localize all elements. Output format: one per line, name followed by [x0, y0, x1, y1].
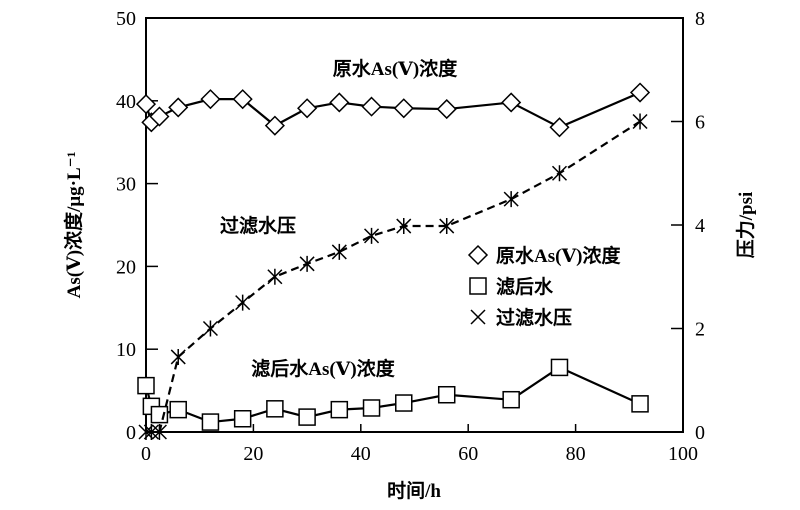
- data-point: [503, 191, 519, 208]
- data-point: [151, 424, 167, 440]
- data-point: [233, 410, 252, 428]
- data-point: [362, 399, 381, 417]
- y-left-tick-label: 10: [116, 339, 136, 361]
- data-point: [264, 115, 285, 136]
- series-0: [135, 82, 651, 138]
- legend-label: 滤后水: [496, 276, 554, 298]
- data-point: [331, 243, 347, 260]
- x-tick-label: 80: [566, 443, 586, 465]
- data-point: [168, 97, 189, 118]
- y-left-tick-label: 20: [116, 256, 136, 278]
- data-point: [549, 117, 570, 138]
- y-right-tick-label: 0: [695, 422, 705, 444]
- x-tick-label: 60: [458, 443, 478, 465]
- x-tick-label: 100: [668, 443, 698, 465]
- data-point: [235, 294, 251, 311]
- series-2: [138, 113, 648, 440]
- data-point: [149, 106, 170, 127]
- series-1: [137, 358, 649, 431]
- series-line: [146, 120, 641, 434]
- data-point: [170, 348, 186, 365]
- y-right-tick-label: 4: [695, 215, 705, 237]
- data-point: [298, 408, 316, 426]
- annotation-pressure: 过滤水压: [220, 215, 296, 237]
- data-point: [396, 218, 412, 235]
- y-right-axis-label: 压力/psi: [734, 192, 757, 259]
- y-left-axis-label: As(Ⅴ)浓度/μg·L⁻¹: [62, 152, 85, 299]
- annotation-filtered: 滤后水As(Ⅴ)浓度: [251, 357, 396, 380]
- data-point: [629, 82, 651, 103]
- data-point: [267, 268, 283, 285]
- y-left-tick-label: 0: [126, 422, 136, 444]
- x-axis-label: 时间/h: [387, 480, 441, 502]
- legend-marker: [467, 244, 489, 266]
- data-point: [169, 400, 187, 419]
- data-point: [266, 400, 284, 418]
- data-point: [550, 358, 569, 377]
- data-point: [150, 405, 169, 424]
- data-point: [502, 390, 520, 409]
- data-point: [329, 92, 350, 113]
- data-point: [330, 400, 349, 419]
- data-point: [137, 376, 155, 395]
- x-tick-label: 20: [243, 443, 263, 465]
- data-point: [361, 96, 382, 117]
- x-tick-label: 0: [141, 443, 151, 465]
- series-line: [144, 91, 641, 129]
- data-point: [364, 227, 380, 244]
- x-tick-label: 40: [351, 443, 371, 465]
- y-left-tick-label: 50: [116, 8, 136, 30]
- data-point: [439, 218, 455, 235]
- legend-marker: [469, 277, 487, 295]
- legend-label: 过滤水压: [496, 307, 572, 329]
- data-point: [200, 89, 221, 110]
- y-right-tick-label: 2: [695, 319, 705, 341]
- data-point: [202, 320, 218, 337]
- data-point: [436, 99, 457, 120]
- data-point: [437, 385, 456, 404]
- legend-label: 原水As(Ⅴ)浓度: [496, 244, 622, 267]
- y-right-tick-label: 8: [695, 8, 705, 30]
- data-point: [393, 98, 414, 119]
- data-point: [143, 424, 159, 440]
- data-point: [631, 395, 649, 413]
- y-left-tick-label: 30: [116, 174, 136, 196]
- data-point: [632, 113, 648, 130]
- data-point: [501, 92, 522, 113]
- y-right-tick-label: 6: [695, 112, 705, 134]
- data-point: [395, 394, 413, 412]
- data-point: [201, 413, 220, 431]
- data-point: [297, 98, 318, 119]
- data-point: [299, 255, 315, 272]
- data-point: [551, 165, 568, 182]
- annotation-raw: 原水As(Ⅴ)浓度: [333, 57, 459, 80]
- y-left-tick-label: 40: [116, 91, 136, 113]
- data-point: [232, 89, 253, 110]
- legend-marker: [470, 309, 486, 325]
- data-point: [135, 94, 157, 115]
